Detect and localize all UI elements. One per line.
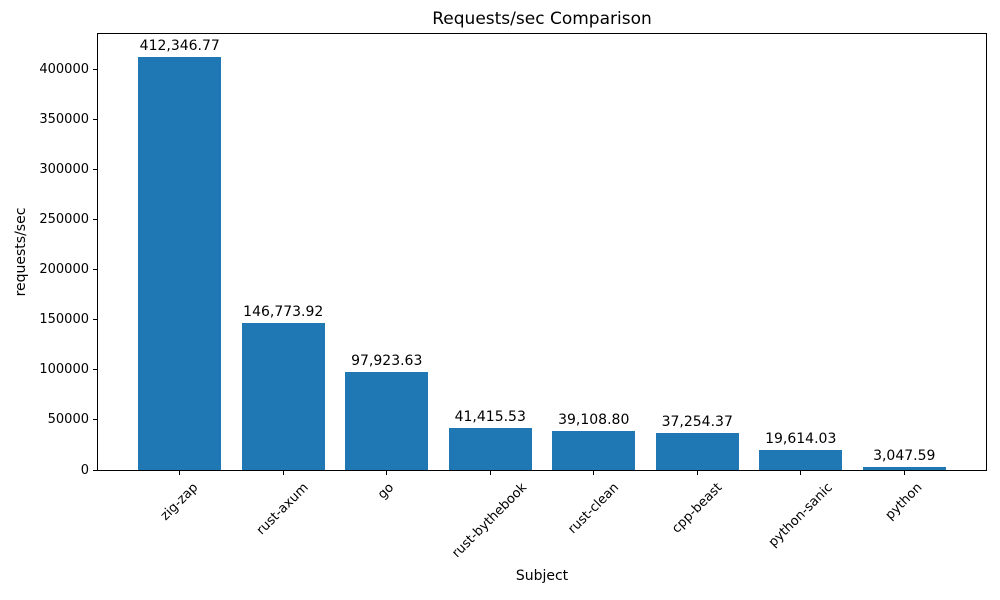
x-tick-mark [282, 470, 284, 475]
y-tick-mark [93, 419, 98, 421]
y-tick-label: 250000 [39, 211, 89, 227]
y-tick-label: 150000 [39, 312, 89, 328]
x-tick-label: zig-zap [157, 480, 202, 524]
x-tick-label: rust-axum [254, 480, 312, 539]
bar-value-label: 3,047.59 [873, 447, 936, 464]
x-tick-mark [386, 470, 388, 475]
x-tick-label: rust-bythebook [449, 480, 531, 561]
bar [345, 371, 429, 470]
y-tick-label: 100000 [39, 362, 89, 378]
chart-title: Requests/sec Comparison [432, 9, 652, 29]
bar-value-label: 146,773.92 [243, 303, 324, 320]
y-tick-mark [93, 218, 98, 220]
bar-value-label: 412,346.77 [139, 37, 220, 54]
bar [241, 322, 325, 470]
x-tick-mark [696, 470, 698, 475]
x-tick-mark [903, 470, 905, 475]
y-tick-mark [93, 319, 98, 321]
bar-value-label: 37,254.37 [661, 413, 733, 430]
x-tick-label: python [882, 480, 926, 524]
bar [138, 56, 222, 470]
x-tick-mark [593, 470, 595, 475]
y-tick-label: 200000 [39, 262, 89, 278]
y-tick-mark [93, 118, 98, 120]
bar [552, 430, 636, 470]
bar [759, 450, 843, 470]
y-tick-label: 350000 [39, 111, 89, 127]
bar [655, 432, 739, 470]
y-tick-mark [93, 369, 98, 371]
y-tick-mark [93, 269, 98, 271]
x-axis-label: Subject [515, 568, 569, 584]
bar [862, 466, 946, 470]
x-tick-mark [800, 470, 802, 475]
y-tick-label: 300000 [39, 161, 89, 177]
y-tick-mark [93, 469, 98, 471]
x-tick-mark [489, 470, 491, 475]
x-tick-mark [179, 470, 181, 475]
bar [448, 428, 532, 470]
y-tick-label: 400000 [39, 61, 89, 77]
x-tick-label: cpp-beast [668, 480, 725, 537]
y-tick-label: 50000 [47, 412, 89, 428]
bar-value-label: 19,614.03 [765, 431, 837, 448]
plot-area [97, 33, 987, 471]
y-tick-label: 0 [80, 462, 89, 478]
y-tick-mark [93, 68, 98, 70]
bar-value-label: 41,415.53 [454, 409, 526, 426]
x-tick-label: rust-clean [565, 480, 622, 537]
bar-value-label: 97,923.63 [351, 352, 423, 369]
y-tick-mark [93, 168, 98, 170]
bar-value-label: 39,108.80 [558, 411, 630, 428]
x-tick-label: go [375, 480, 398, 503]
x-tick-label: python-sanic [765, 480, 836, 551]
